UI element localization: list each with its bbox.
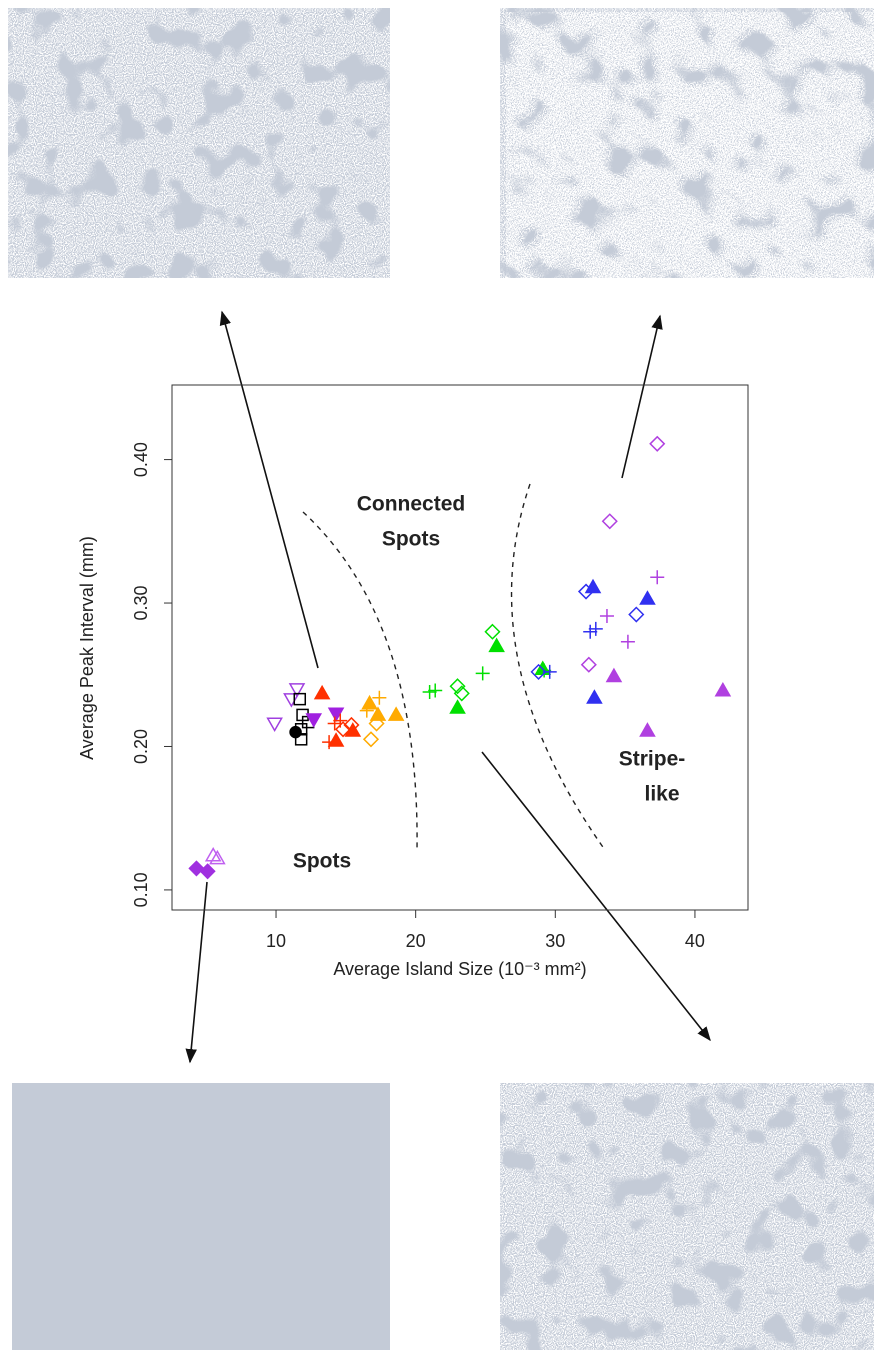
point — [601, 513, 618, 530]
pattern-image — [12, 1083, 390, 1350]
arrow — [481, 751, 711, 1042]
annotation: Connected — [357, 493, 466, 516]
point — [369, 706, 387, 721]
point — [583, 624, 598, 639]
point — [188, 860, 205, 877]
point — [288, 683, 306, 698]
y-tick-label: 0.20 — [131, 729, 151, 764]
y-tick-label: 0.10 — [131, 872, 151, 907]
point — [305, 713, 323, 728]
point — [199, 863, 216, 880]
point — [599, 608, 614, 623]
point — [343, 716, 360, 734]
boundary-curve — [510, 483, 606, 851]
point — [368, 715, 385, 732]
x-tick-label: 20 — [406, 931, 426, 951]
point — [372, 690, 387, 705]
point — [313, 684, 331, 700]
point — [639, 722, 656, 737]
point — [327, 716, 342, 731]
point — [605, 667, 623, 683]
point — [588, 621, 603, 636]
point — [530, 663, 547, 680]
pattern-image — [500, 1083, 874, 1350]
annotation: Spots — [382, 528, 440, 551]
arrows — [185, 310, 711, 1064]
pattern-image — [500, 8, 874, 282]
x-tick-label: 10 — [266, 931, 286, 951]
point — [475, 666, 490, 681]
point — [484, 623, 501, 640]
y-axis-label: Average Peak Interval (mm) — [77, 536, 97, 760]
point — [359, 703, 374, 718]
point — [428, 683, 443, 698]
arrow — [185, 881, 208, 1064]
point — [334, 721, 352, 738]
point — [209, 849, 226, 865]
point — [714, 682, 732, 697]
annotation: like — [644, 783, 679, 806]
arrow — [219, 310, 319, 669]
region-boundaries — [302, 483, 606, 851]
point — [580, 656, 597, 673]
point — [449, 678, 466, 695]
point — [422, 684, 437, 699]
annotation: Stripe- — [619, 748, 686, 771]
x-axis-label: Average Island Size (10⁻³ mm²) — [333, 959, 586, 979]
point — [650, 570, 665, 585]
arrow — [621, 314, 663, 479]
point — [488, 637, 505, 653]
boundary-curve — [302, 511, 418, 851]
y-tick-label: 0.30 — [131, 586, 151, 621]
point — [293, 692, 307, 706]
point — [362, 731, 380, 748]
point — [289, 725, 302, 739]
x-tick-label: 40 — [685, 931, 705, 951]
point — [584, 578, 602, 594]
point — [453, 685, 470, 702]
point — [639, 590, 656, 605]
plot-frame — [171, 384, 749, 911]
point — [586, 689, 603, 704]
point — [327, 732, 345, 747]
point — [204, 846, 222, 862]
point — [649, 435, 666, 452]
point — [542, 664, 557, 679]
point — [322, 735, 337, 750]
annotation: Spots — [293, 850, 351, 873]
point — [387, 706, 405, 721]
point — [620, 634, 635, 649]
y-tick-label: 0.40 — [131, 442, 151, 477]
point — [266, 717, 283, 733]
pattern-image — [8, 8, 390, 278]
point — [449, 699, 466, 714]
x-tick-label: 30 — [545, 931, 565, 951]
point — [628, 606, 645, 623]
